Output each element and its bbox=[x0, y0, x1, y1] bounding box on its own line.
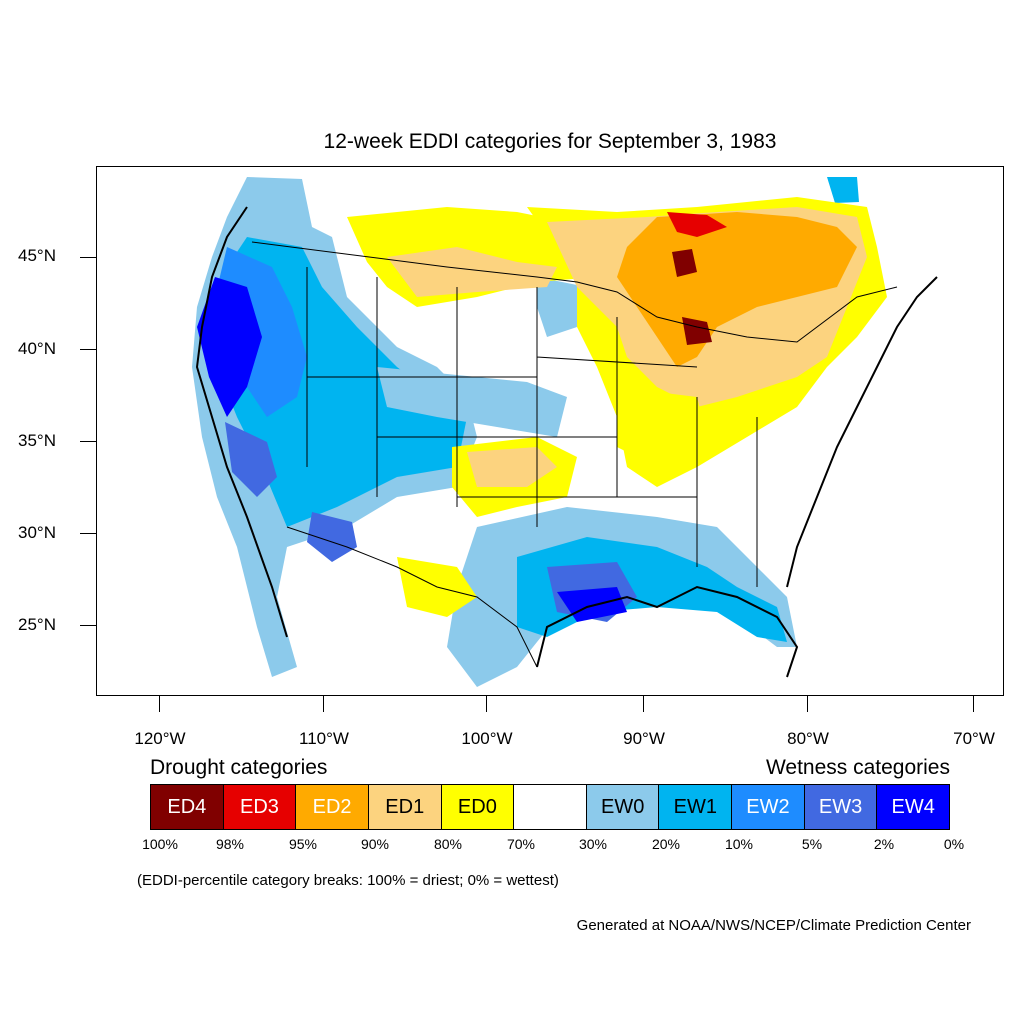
lat-tick bbox=[80, 349, 96, 350]
lon-tick bbox=[486, 696, 487, 712]
lat-label-25: 25°N bbox=[18, 615, 56, 634]
break-label: 95% bbox=[288, 836, 318, 852]
wetness-heading: Wetness categories bbox=[765, 756, 950, 779]
legend-swatch-ew2: EW2 bbox=[732, 785, 805, 829]
plains-wet-region bbox=[377, 367, 567, 437]
lon-tick bbox=[643, 696, 644, 712]
break-label: 20% bbox=[651, 836, 681, 852]
wetness-regions bbox=[192, 177, 859, 687]
gulf-coast bbox=[536, 585, 799, 678]
legend-label-ed2: ED2 bbox=[312, 795, 352, 818]
legend-swatch-ed1: ED1 bbox=[368, 785, 442, 829]
great-lakes-ed4-region bbox=[672, 249, 697, 277]
legend-swatch-normal bbox=[514, 785, 587, 829]
west-coast bbox=[195, 206, 288, 638]
lon-label-110w: 110°W bbox=[299, 729, 349, 748]
lon-label-80w: 80°W bbox=[787, 729, 829, 748]
lon-tick bbox=[159, 696, 160, 712]
legend-label-ew3: EW3 bbox=[818, 795, 863, 818]
lon-label-120w: 120°W bbox=[134, 729, 186, 748]
upper-midwest-wet-region bbox=[537, 277, 587, 337]
lake-michigan-ed4-region bbox=[682, 317, 712, 345]
state-borders bbox=[195, 206, 938, 678]
map-frame bbox=[96, 166, 1004, 696]
legend-label-ew1: EW1 bbox=[673, 795, 717, 818]
southwest-ew3-region bbox=[307, 512, 357, 562]
interior-lines bbox=[306, 267, 758, 587]
break-label: 10% bbox=[724, 836, 754, 852]
legend-bar: ED4 ED3 ED2 ED1 ED0 EW0 EW1 EW2 EW3 EW4 bbox=[150, 784, 950, 830]
legend-label-ed3: ED3 bbox=[240, 795, 279, 818]
lon-label-90w: 90°W bbox=[623, 729, 665, 748]
legend-swatch-ed0: ED0 bbox=[441, 785, 515, 829]
legend-swatch-ew1: EW1 bbox=[659, 785, 733, 829]
mexico-border bbox=[286, 526, 538, 668]
lat-tick bbox=[80, 441, 96, 442]
break-label: 2% bbox=[873, 836, 895, 852]
lon-label-70w: 70°W bbox=[953, 729, 995, 748]
break-label: 90% bbox=[360, 836, 390, 852]
ohio-valley-ed0-region bbox=[617, 387, 707, 467]
break-label: 98% bbox=[215, 836, 245, 852]
legend-swatch-ew3: EW3 bbox=[804, 785, 878, 829]
lat-tick bbox=[80, 625, 96, 626]
legend-swatch-ew0: EW0 bbox=[586, 785, 660, 829]
lat-label-30: 30°N bbox=[18, 523, 56, 542]
lon-tick bbox=[807, 696, 808, 712]
break-label: 30% bbox=[578, 836, 608, 852]
credit-line: Generated at NOAA/NWS/NCEP/Climate Predi… bbox=[576, 917, 971, 934]
kansas-ed1-region bbox=[467, 447, 557, 487]
break-label: 0% bbox=[943, 836, 965, 852]
lon-tick bbox=[323, 696, 324, 712]
legend-label-ew0: EW0 bbox=[600, 795, 645, 818]
legend-swatch-ed4: ED4 bbox=[151, 785, 224, 829]
great-lakes-ed3-region bbox=[667, 212, 727, 237]
map-title: 12-week EDDI categories for September 3,… bbox=[323, 130, 777, 153]
legend-swatch-ed3: ED3 bbox=[223, 785, 297, 829]
break-label: 80% bbox=[433, 836, 463, 852]
legend-label-ew2: EW2 bbox=[746, 795, 790, 818]
pacific-ew3-region bbox=[225, 422, 277, 497]
drought-regions bbox=[347, 197, 887, 617]
category-note: (EDDI-percentile category breaks: 100% =… bbox=[137, 872, 559, 889]
break-label: 100% bbox=[142, 836, 178, 852]
northern-plains-ed1-region bbox=[387, 247, 557, 297]
legend-label-ed1: ED1 bbox=[385, 795, 425, 818]
lat-tick bbox=[80, 257, 96, 258]
lat-label-40: 40°N bbox=[18, 339, 56, 358]
east-coast bbox=[786, 276, 938, 588]
legend-label-ew4: EW4 bbox=[891, 795, 935, 818]
lat-label-45: 45°N bbox=[18, 246, 56, 265]
lon-tick bbox=[973, 696, 974, 712]
legend-label-ed4: ED4 bbox=[167, 795, 207, 818]
drought-heading: Drought categories bbox=[150, 756, 328, 779]
legend-swatch-ew4: EW4 bbox=[877, 785, 950, 829]
break-label: 5% bbox=[801, 836, 823, 852]
eddi-map bbox=[192, 177, 938, 687]
pacific-ew4-region bbox=[197, 277, 262, 417]
canada-border bbox=[251, 241, 898, 343]
legend-label-ed0: ED0 bbox=[457, 795, 497, 818]
break-label: 70% bbox=[506, 836, 536, 852]
lon-label-100w: 100°W bbox=[461, 729, 513, 748]
legend-swatch-ed2: ED2 bbox=[296, 785, 369, 829]
lat-label-35: 35°N bbox=[18, 431, 56, 450]
maine-wet-region bbox=[827, 177, 859, 203]
lat-tick bbox=[80, 533, 96, 534]
great-lakes-ed2-region bbox=[617, 212, 857, 367]
